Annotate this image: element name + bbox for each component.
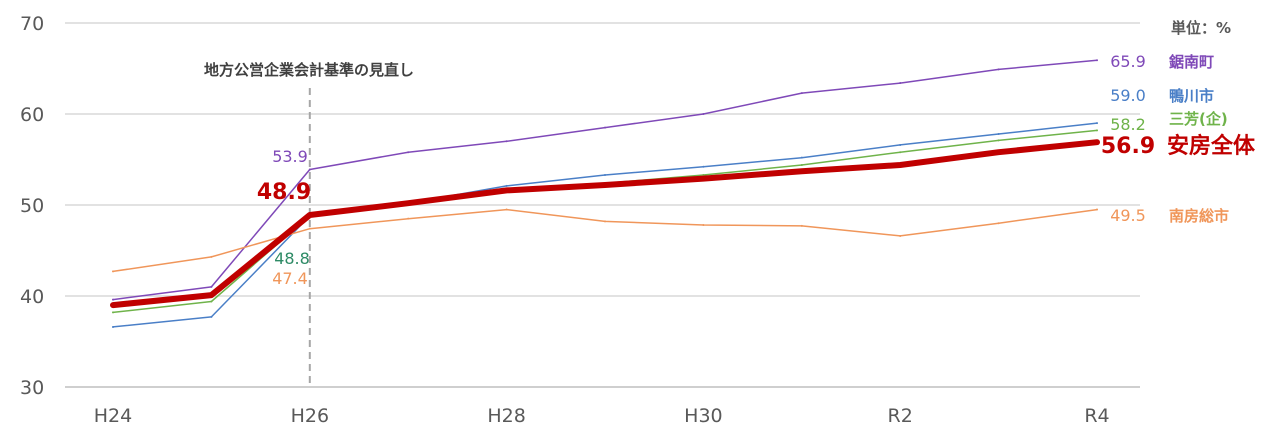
data-point: [505, 184, 508, 187]
y-tick-label: 70: [20, 13, 44, 35]
h26-value-label: 47.4: [272, 269, 308, 288]
data-point: [1096, 208, 1098, 211]
data-point: [112, 325, 114, 328]
data-point: [997, 139, 1000, 142]
data-point: [800, 92, 803, 95]
data-point: [604, 173, 606, 176]
y-tick-label: 60: [20, 104, 44, 126]
h26-value-label: 48.8: [274, 249, 310, 268]
data-point: [308, 168, 311, 171]
data-point: [210, 285, 213, 288]
y-tick-label: 50: [20, 195, 44, 217]
x-tick-label: H24: [94, 405, 132, 427]
data-point: [407, 217, 410, 220]
data-point: [110, 302, 116, 308]
unit-label: 単位：%: [1171, 19, 1231, 37]
data-point: [898, 162, 903, 168]
series-name-label: 鋸南町: [1169, 53, 1214, 71]
data-point: [701, 176, 706, 181]
data-point: [308, 227, 311, 230]
data-point: [407, 151, 410, 154]
data-point: [604, 126, 606, 129]
end-value-label: 49.5: [1110, 206, 1146, 225]
x-tick-label: H26: [291, 405, 329, 427]
data-point: [899, 234, 902, 237]
data-point: [799, 169, 804, 174]
data-point: [997, 68, 1000, 71]
series-line-3: [112, 208, 1098, 273]
data-point: [505, 140, 508, 143]
y-tick-label: 30: [20, 377, 44, 399]
y-tick-label: 40: [20, 286, 44, 308]
data-point: [307, 212, 312, 218]
data-point: [604, 220, 606, 223]
end-value-label: 58.2: [1110, 115, 1146, 134]
data-point: [210, 255, 213, 258]
x-tick-label: H30: [684, 405, 722, 427]
series-name-label: 南房総市: [1169, 207, 1229, 225]
data-point: [112, 270, 114, 273]
h26-value-label: 53.9: [272, 147, 308, 166]
data-point: [602, 182, 608, 188]
data-point: [800, 156, 803, 159]
data-point: [112, 311, 114, 314]
data-point: [800, 163, 803, 166]
end-value-label: 65.9: [1110, 52, 1146, 71]
series-line-4: [110, 139, 1100, 309]
data-point: [1096, 129, 1098, 132]
annotation-label: 地方公営企業会計基準の見直し: [204, 61, 414, 79]
data-point: [702, 173, 705, 176]
end-value-label: 59.0: [1110, 86, 1146, 105]
end-value-label: 56.9: [1101, 134, 1155, 159]
data-point: [899, 151, 902, 154]
data-point: [997, 133, 1000, 136]
data-point: [1096, 122, 1098, 125]
data-point: [210, 315, 213, 318]
data-point: [112, 298, 114, 301]
data-point: [996, 150, 1001, 155]
data-point: [997, 222, 1000, 225]
data-point: [505, 208, 508, 211]
series-name-label: 三芳(企): [1169, 110, 1228, 128]
data-point: [504, 188, 509, 193]
data-point: [800, 224, 803, 227]
data-point: [702, 113, 705, 115]
data-point: [899, 82, 902, 85]
data-point: [209, 292, 214, 298]
data-point: [702, 165, 705, 168]
data-point: [406, 200, 411, 206]
data-point: [702, 224, 705, 227]
series-name-label: 安房全体: [1167, 133, 1256, 159]
data-point: [899, 143, 902, 146]
x-tick-label: R4: [1084, 405, 1109, 427]
series-name-label: 鴨川市: [1169, 87, 1214, 105]
x-tick-label: H28: [487, 405, 525, 427]
h26-value-label: 48.9: [257, 180, 311, 205]
data-point: [1096, 59, 1098, 62]
x-tick-label: R2: [888, 405, 913, 427]
data-point: [210, 300, 213, 303]
data-point: [1094, 140, 1100, 145]
